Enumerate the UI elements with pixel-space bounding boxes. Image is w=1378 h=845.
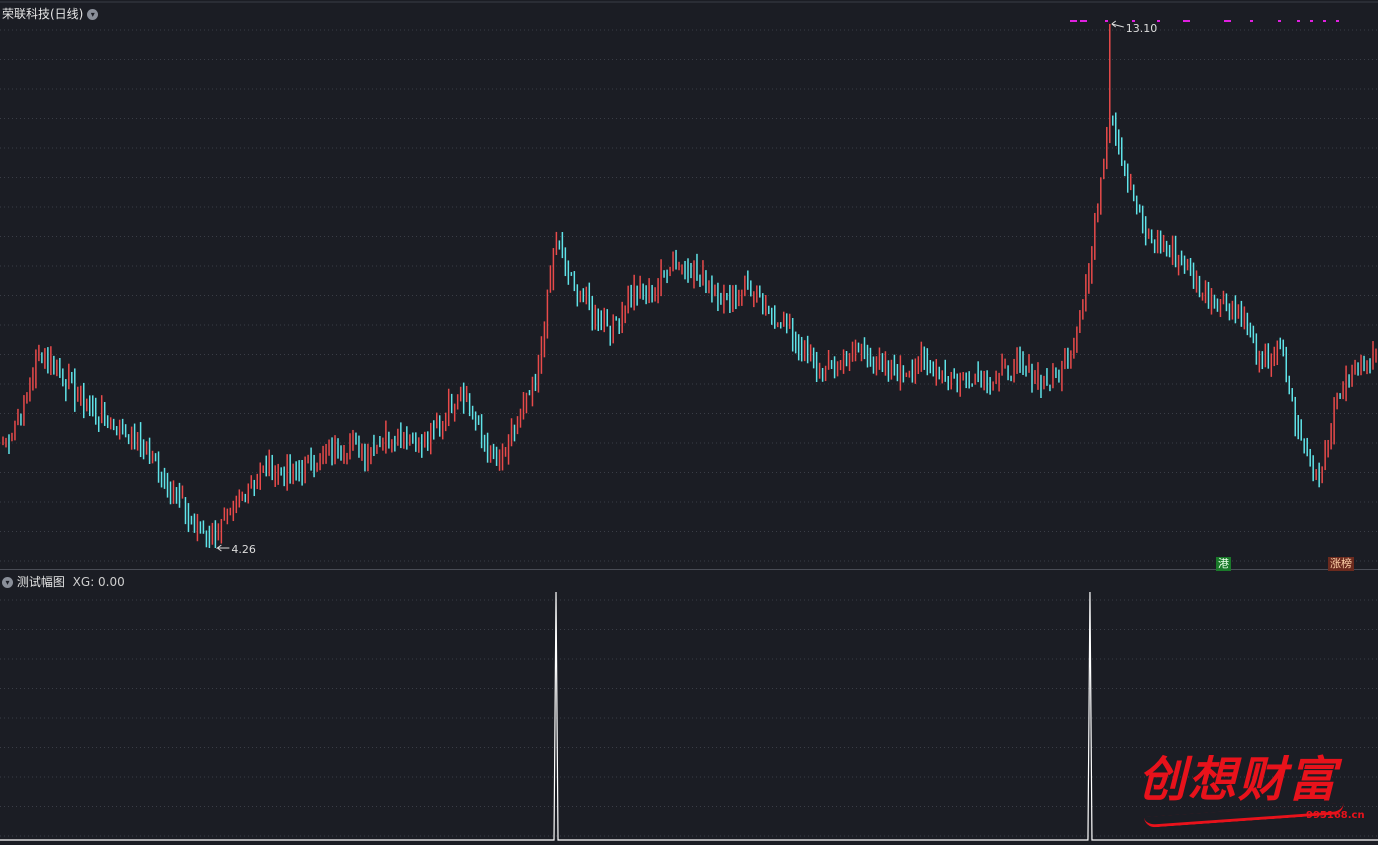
xg-value: XG: 0.00 (72, 575, 125, 589)
hk-badge[interactable]: 港 (1216, 557, 1231, 571)
sub-title-bar: ▾ 测试幅图 XG: 0.00 (2, 573, 125, 590)
watermark-text: 创想财富 (1138, 752, 1339, 808)
marker (1080, 20, 1087, 22)
collapse-icon[interactable]: ▾ (87, 9, 99, 20)
marker (1250, 20, 1253, 22)
signal-series (0, 591, 1378, 841)
marker (1183, 20, 1190, 22)
high-label: 13.10 (1126, 22, 1158, 35)
rank-badge[interactable]: 涨榜 (1328, 557, 1354, 571)
marker (1224, 20, 1231, 22)
marker (1278, 20, 1281, 22)
top-markers (1070, 20, 1339, 22)
watermark-url: 995168.cn (1306, 810, 1365, 821)
candlestick-chart[interactable]: 13.10 4.26 (0, 0, 1378, 570)
marker (1297, 20, 1300, 22)
marker (1310, 20, 1313, 22)
main-title: 荣联科技(日线) (2, 7, 84, 21)
watermark-logo: 创想财富 995168.cn (1138, 752, 1370, 832)
marker (1336, 20, 1339, 22)
candles (2, 24, 1377, 548)
collapse-icon[interactable]: ▾ (2, 577, 13, 588)
marker (1105, 20, 1108, 22)
marker (1070, 20, 1077, 22)
low-label: 4.26 (231, 543, 256, 556)
signal-line (0, 591, 1378, 841)
low-arrow (215, 544, 230, 552)
indicator-chart[interactable] (0, 570, 1378, 845)
marker (1323, 20, 1326, 22)
sub-title: 测试幅图 (16, 575, 65, 589)
main-title-bar: 荣联科技(日线) ▾ (2, 5, 99, 22)
marker (1132, 20, 1135, 22)
marker (1157, 20, 1160, 22)
high-arrow (1111, 20, 1124, 28)
